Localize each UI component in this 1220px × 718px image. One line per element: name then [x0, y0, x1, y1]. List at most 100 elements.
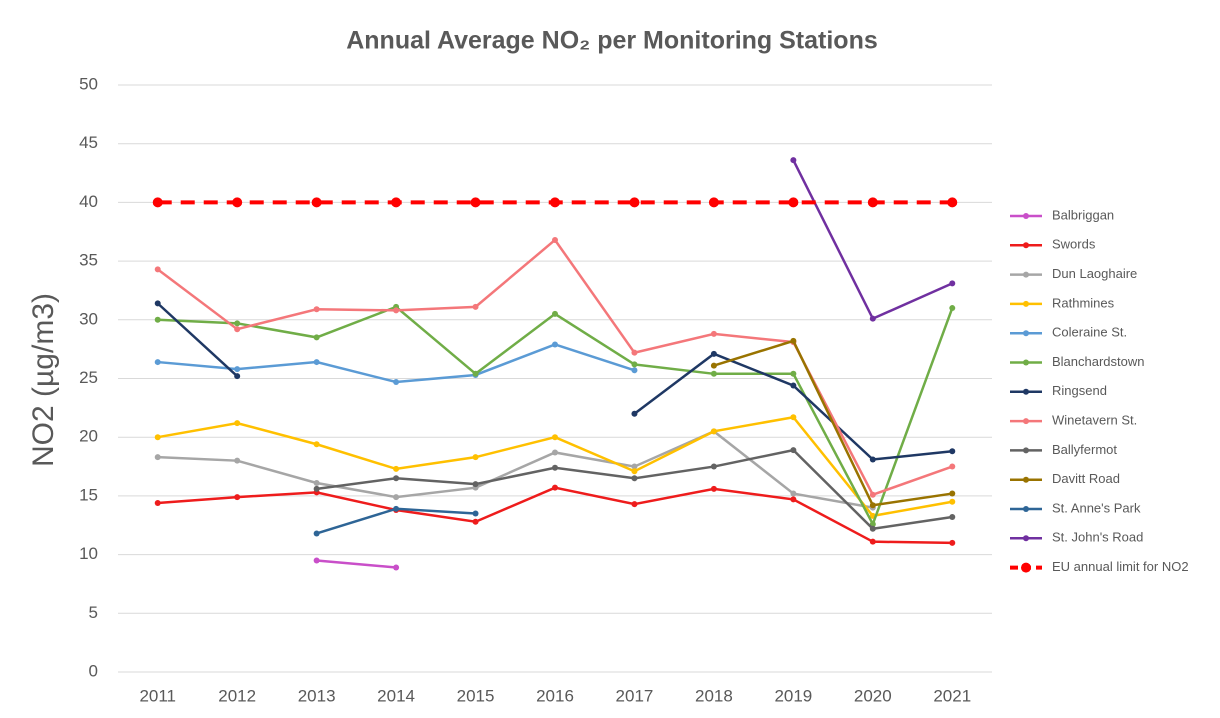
legend-marker: [1023, 242, 1029, 249]
legend-marker: [1023, 447, 1029, 454]
y-tick-label: 50: [79, 74, 98, 93]
legend-label: Davitt Road: [1052, 471, 1120, 486]
y-tick-label: 40: [79, 192, 98, 211]
point: [790, 370, 797, 377]
series-line: [157, 343, 635, 384]
y-tick-label: 30: [79, 309, 98, 328]
point: [234, 326, 241, 333]
series-line: [156, 238, 953, 497]
legend-marker: [1023, 506, 1029, 512]
point: [234, 373, 241, 380]
chart-title: Annual Average NO₂ per Monitoring Statio…: [346, 27, 878, 55]
point: [232, 197, 243, 208]
point: [552, 484, 558, 491]
point: [154, 454, 161, 461]
y-axis-label: NO2 (µg/m3): [27, 293, 60, 467]
y-tick-label: 5: [89, 603, 98, 622]
point: [393, 564, 400, 571]
point: [472, 454, 479, 461]
point: [313, 485, 320, 492]
legend-label: Ballyfermot: [1052, 442, 1117, 457]
point: [154, 359, 161, 366]
legend-label: Ringsend: [1052, 383, 1107, 398]
y-tick-label: 20: [79, 427, 98, 446]
point: [790, 496, 797, 503]
point: [869, 315, 876, 322]
point: [710, 362, 717, 369]
legend-label: St. John's Road: [1052, 530, 1143, 545]
point: [313, 441, 320, 448]
point: [790, 157, 797, 164]
point: [869, 538, 876, 545]
series-line: [713, 339, 953, 507]
point: [154, 434, 161, 441]
x-tick-label: 2021: [933, 686, 971, 705]
point: [234, 420, 241, 427]
point: [393, 379, 400, 386]
point: [949, 280, 956, 287]
legend-label: Coleraine St.: [1052, 325, 1127, 340]
series-line: [157, 429, 874, 509]
point: [710, 370, 717, 377]
point: [313, 557, 320, 564]
y-tick-label: 45: [79, 133, 98, 152]
point: [949, 498, 956, 505]
point: [472, 518, 479, 525]
point: [631, 501, 638, 508]
point: [472, 481, 479, 488]
point: [949, 539, 956, 546]
point: [313, 359, 320, 366]
legend-marker: [1023, 418, 1029, 425]
point: [949, 463, 956, 470]
point: [313, 479, 320, 486]
point: [313, 334, 320, 341]
point: [391, 197, 402, 208]
point: [788, 197, 799, 208]
legend-marker: [1023, 535, 1029, 542]
series-line: [316, 559, 397, 569]
point: [631, 468, 638, 475]
point: [154, 316, 161, 323]
point: [949, 514, 956, 521]
point: [867, 197, 878, 208]
point: [552, 310, 558, 317]
point: [311, 197, 322, 208]
legend-marker: [1023, 330, 1029, 337]
point: [234, 366, 241, 373]
y-tick-label: 0: [89, 661, 98, 680]
point: [710, 485, 717, 492]
point: [869, 491, 876, 498]
point: [393, 505, 400, 512]
point: [393, 494, 400, 501]
legend-marker: [1023, 359, 1029, 366]
point: [552, 341, 558, 348]
point: [470, 197, 481, 208]
point: [313, 530, 320, 537]
legend-label: Swords: [1052, 237, 1096, 252]
legend-label: Winetavern St.: [1052, 413, 1137, 428]
point: [552, 434, 558, 441]
point: [393, 307, 400, 314]
point: [313, 306, 320, 313]
point: [869, 456, 876, 463]
point: [790, 447, 797, 454]
point: [947, 197, 958, 208]
legend-label: Dun Laoghaire: [1052, 266, 1137, 281]
point: [152, 197, 163, 208]
point: [393, 475, 400, 482]
point: [710, 428, 717, 435]
x-tick-label: 2019: [774, 686, 812, 705]
x-tick-label: 2015: [457, 686, 495, 705]
legend-label: Balbriggan: [1052, 207, 1114, 222]
point: [234, 494, 241, 501]
x-tick-label: 2018: [695, 686, 733, 705]
legend-marker: [1023, 300, 1029, 307]
point: [869, 502, 876, 509]
y-tick-label: 35: [79, 251, 98, 270]
point: [393, 465, 400, 472]
point: [472, 370, 479, 377]
point: [949, 448, 956, 455]
legend-marker: [1023, 388, 1029, 395]
legend-label: EU annual limit for NO2: [1052, 559, 1189, 574]
